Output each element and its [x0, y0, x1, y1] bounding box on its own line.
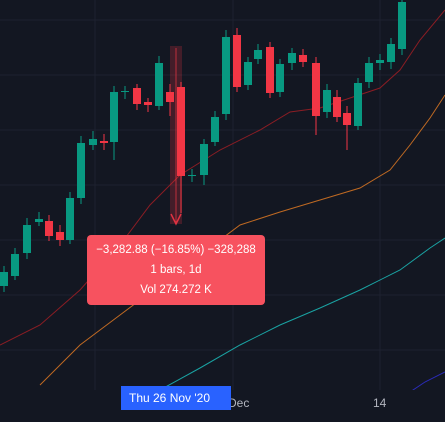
measure-volume-text: Vol 274.272 K: [140, 284, 212, 296]
candle-body: [89, 139, 97, 145]
candle: [45, 215, 53, 241]
candle-body: [333, 97, 341, 117]
candle: [387, 38, 395, 69]
candle-body: [222, 37, 230, 114]
candle: [100, 134, 108, 150]
candle-body: [266, 47, 274, 93]
candle: [56, 225, 64, 246]
candle-body: [365, 63, 373, 82]
candle: [312, 57, 320, 135]
candle: [398, 0, 406, 55]
candle-body: [110, 92, 118, 142]
candle: [133, 84, 141, 110]
candle: [11, 248, 19, 280]
candle-body: [387, 44, 395, 62]
candle: [333, 90, 341, 122]
candle-body: [254, 50, 262, 59]
candle-body: [133, 88, 141, 104]
ma-line: [159, 237, 445, 390]
candle: [177, 82, 185, 213]
candle-body: [23, 225, 31, 253]
candle: [110, 86, 118, 160]
candle-body: [66, 198, 74, 240]
candle-body: [233, 35, 241, 87]
candle: [89, 131, 97, 150]
candle-body: [77, 143, 85, 198]
candle-body: [276, 64, 284, 92]
candle-body: [155, 63, 163, 106]
candle-body: [144, 102, 152, 105]
candle: [166, 84, 174, 116]
candle: [288, 48, 296, 70]
candle: [188, 169, 196, 182]
candle-body: [244, 62, 252, 85]
candle-body: [45, 221, 53, 236]
candle-body: [398, 2, 406, 49]
candle: [354, 78, 362, 130]
candle-body: [11, 254, 19, 276]
candle: [365, 57, 373, 88]
price-chart[interactable]: [0, 0, 445, 390]
candle: [266, 42, 274, 98]
candle: [200, 139, 208, 185]
measure-bars-text: 1 bars, 1d: [150, 264, 202, 276]
candle-body: [376, 60, 384, 63]
candle: [244, 57, 252, 90]
candle: [35, 212, 43, 226]
candle-body: [211, 117, 219, 142]
candle-body: [299, 55, 307, 62]
candle: [343, 106, 351, 150]
candle: [376, 54, 384, 70]
candle-body: [100, 141, 108, 143]
candle-body: [121, 91, 129, 92]
candle: [254, 44, 262, 64]
candle-body: [0, 272, 8, 286]
measure-arrow-icon: [170, 213, 182, 226]
crosshair-time-label: Thu 26 Nov '20: [121, 386, 231, 410]
time-axis-tick-dec: Dec: [228, 396, 250, 410]
measure-tool[interactable]: [170, 46, 182, 226]
candle: [276, 59, 284, 97]
ma-line: [412, 371, 445, 390]
candle: [0, 266, 8, 292]
candle: [144, 98, 152, 112]
candle-body: [288, 53, 296, 63]
candle-body: [323, 90, 331, 112]
candle-body: [177, 87, 185, 176]
candle-body: [188, 175, 196, 176]
candle: [233, 28, 241, 92]
candle: [155, 56, 163, 110]
candle: [77, 136, 85, 204]
candle-body: [166, 92, 174, 102]
candle-body: [354, 83, 362, 126]
candle: [222, 30, 230, 120]
candle: [66, 192, 74, 244]
candle: [211, 111, 219, 146]
candle: [23, 218, 31, 259]
measure-change-text: −3,282.88 (−16.85%) −328,288: [96, 244, 256, 256]
candle-body: [343, 113, 351, 125]
candle: [323, 84, 331, 118]
candle-body: [312, 63, 320, 116]
time-axis-tick-14: 14: [373, 396, 387, 410]
ma-line: [39, 94, 445, 386]
measure-tooltip: −3,282.88 (−16.85%) −328,288 1 bars, 1d …: [87, 235, 265, 305]
candle-body: [200, 144, 208, 175]
candle-body: [56, 232, 64, 240]
candle: [299, 49, 307, 67]
candle-body: [35, 219, 43, 222]
candlesticks[interactable]: [0, 0, 406, 292]
candle: [121, 86, 129, 99]
